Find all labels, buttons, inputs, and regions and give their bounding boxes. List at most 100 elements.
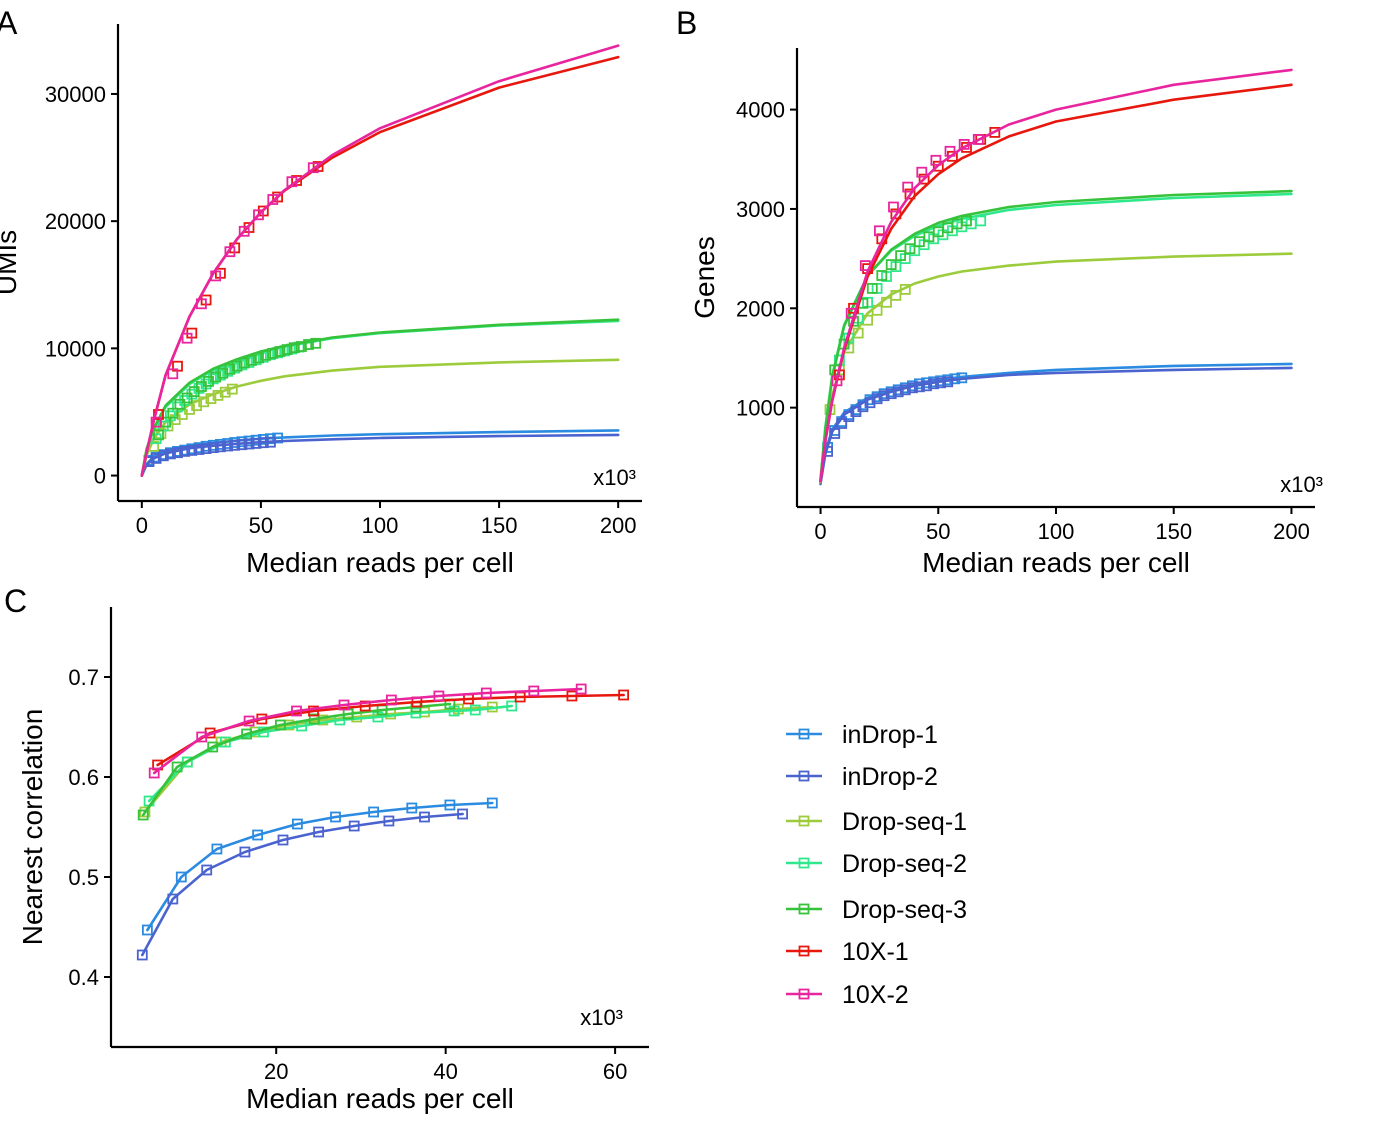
data-point bbox=[935, 377, 946, 389]
legend: inDrop-1 inDrop-2 Drop-seq-1 Drop-seq-2 Drop… bbox=[786, 721, 967, 1009]
series-line-drop-seq-2 bbox=[147, 704, 513, 803]
data-point bbox=[916, 166, 928, 178]
data-point bbox=[141, 924, 153, 936]
series-line-indrop-1 bbox=[146, 801, 494, 932]
data-point bbox=[989, 127, 1001, 138]
data-point bbox=[224, 246, 236, 258]
data-point bbox=[480, 687, 492, 699]
data-point bbox=[895, 250, 906, 262]
series-line-indrop-2 bbox=[819, 366, 1293, 486]
series-indrop-2 bbox=[819, 366, 1293, 486]
data-point bbox=[575, 683, 587, 695]
data-point bbox=[288, 342, 300, 354]
legend-label: inDrop-2 bbox=[842, 763, 938, 791]
data-point bbox=[618, 689, 629, 701]
data-point bbox=[201, 864, 213, 876]
data-point bbox=[859, 260, 871, 272]
data-point bbox=[171, 761, 183, 773]
data-point bbox=[175, 871, 187, 883]
series-10x-1 bbox=[819, 83, 1293, 483]
data-point bbox=[181, 332, 193, 344]
data-point bbox=[214, 441, 226, 453]
y-tick-label: 20000 bbox=[45, 209, 106, 234]
panel-b: B 0 50 100 150 200 1000 2000 3000 4000 Median read… bbox=[676, 5, 1323, 578]
data-point bbox=[277, 834, 289, 846]
x-tick-label: 200 bbox=[600, 513, 637, 538]
y-tick-label: 0 bbox=[94, 464, 106, 489]
data-point bbox=[330, 811, 341, 823]
data-point bbox=[238, 225, 250, 237]
x-tick-label: 0 bbox=[814, 519, 826, 544]
data-point bbox=[291, 705, 302, 717]
series-indrop-1 bbox=[819, 362, 1293, 484]
data-point bbox=[264, 436, 276, 448]
legend-label: Drop-seq-3 bbox=[842, 896, 967, 924]
series-line-10x-1 bbox=[819, 83, 1293, 483]
series-line-drop-seq-3 bbox=[140, 318, 620, 477]
data-point bbox=[207, 442, 219, 454]
data-point bbox=[148, 767, 160, 779]
data-point bbox=[972, 133, 984, 145]
data-point bbox=[406, 802, 418, 814]
data-point bbox=[295, 341, 307, 352]
data-point bbox=[222, 440, 234, 452]
data-point bbox=[267, 347, 279, 359]
series-line-10x-1 bbox=[156, 693, 625, 767]
x-tick-label: 20 bbox=[264, 1059, 288, 1084]
data-point bbox=[932, 160, 944, 172]
data-point bbox=[150, 416, 162, 428]
y-tick-label: 30000 bbox=[45, 82, 106, 107]
data-point bbox=[200, 443, 212, 455]
x-axis-title: Median reads per cell bbox=[246, 1083, 514, 1114]
data-point bbox=[219, 386, 231, 398]
data-point bbox=[196, 731, 208, 743]
data-point bbox=[892, 386, 904, 398]
series-line-10x-2 bbox=[140, 44, 620, 477]
data-point bbox=[267, 194, 279, 205]
data-point bbox=[136, 949, 148, 961]
x-tick-label: 150 bbox=[481, 513, 518, 538]
data-point bbox=[193, 444, 205, 455]
data-point bbox=[904, 188, 916, 200]
series-10x-2 bbox=[148, 683, 587, 779]
legend-marker bbox=[798, 770, 810, 782]
data-point bbox=[139, 806, 151, 818]
data-point bbox=[257, 437, 269, 449]
data-point bbox=[914, 381, 925, 393]
data-point bbox=[174, 398, 186, 410]
data-point bbox=[274, 719, 286, 731]
data-point bbox=[291, 818, 303, 830]
data-point bbox=[890, 208, 902, 220]
legend-entry-indrop-1: inDrop-1 bbox=[786, 721, 938, 749]
x-scale-note: x10³ bbox=[580, 1005, 623, 1030]
y-axis-title: UMIs bbox=[0, 230, 22, 295]
data-point bbox=[252, 829, 264, 841]
x-axis-title: Median reads per cell bbox=[246, 547, 514, 578]
legend-label: inDrop-1 bbox=[842, 721, 938, 749]
x-tick-label: 100 bbox=[1038, 519, 1075, 544]
data-point bbox=[975, 215, 987, 227]
data-point bbox=[308, 705, 319, 717]
data-point bbox=[157, 450, 169, 462]
data-point bbox=[410, 707, 422, 719]
data-point bbox=[307, 162, 319, 174]
panel-letter: A bbox=[0, 5, 18, 41]
data-point bbox=[226, 383, 238, 395]
series-drop-seq-3 bbox=[819, 189, 1293, 483]
series-drop-seq-3 bbox=[137, 698, 456, 821]
data-point bbox=[348, 820, 360, 832]
data-point bbox=[878, 390, 890, 402]
y-tick-label: 10000 bbox=[45, 336, 106, 361]
series-line-drop-seq-3 bbox=[141, 702, 452, 817]
data-point bbox=[181, 392, 193, 404]
data-point bbox=[419, 811, 430, 823]
legend-entry-drop-seq-2: Drop-seq-2 bbox=[786, 850, 967, 878]
series-line-drop-seq-3 bbox=[819, 189, 1293, 483]
data-point bbox=[918, 173, 930, 185]
legend-label: Drop-seq-2 bbox=[842, 850, 967, 878]
data-point bbox=[236, 439, 248, 451]
y-tick-label: 3000 bbox=[736, 197, 785, 222]
data-point bbox=[286, 176, 298, 188]
data-point bbox=[885, 259, 897, 271]
y-tick-label: 0.7 bbox=[68, 665, 99, 690]
